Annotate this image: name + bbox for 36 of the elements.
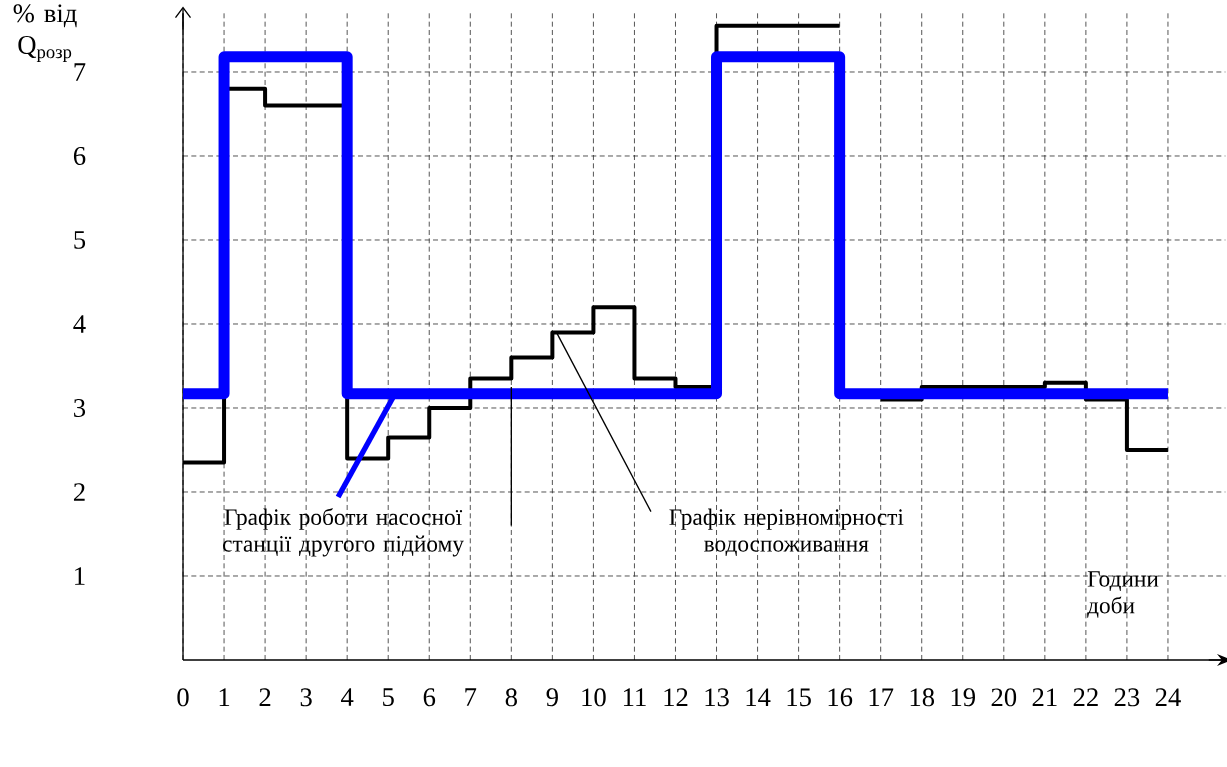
x-tick-label: 16 bbox=[828, 688, 853, 707]
x-tick-label: 24 bbox=[1155, 688, 1181, 706]
x-tick-label: 17 bbox=[869, 688, 894, 706]
x-axis-title: Години доби bbox=[1087, 571, 1159, 618]
x-tick-label: 6 bbox=[423, 688, 436, 707]
x-tick-label: 11 bbox=[623, 688, 646, 706]
x-tick-label: 2 bbox=[259, 688, 271, 706]
y-tick-label: 5 bbox=[74, 231, 86, 249]
x-tick-label: 7 bbox=[465, 688, 477, 706]
y-axis-title: % від Q$_{розр}$ bbox=[13, 4, 77, 63]
x-tick-label: 8 bbox=[505, 688, 517, 707]
x-tick-label: 0 bbox=[177, 688, 189, 707]
x-tick-label: 15 bbox=[787, 688, 811, 707]
y-tick-label: 1 bbox=[75, 567, 85, 585]
x-tick-label: 1 bbox=[219, 688, 230, 706]
y-tick-label: 2 bbox=[73, 483, 85, 501]
x-tick-label: 14 bbox=[746, 688, 771, 706]
x-tick-label: 22 bbox=[1073, 688, 1098, 706]
x-tick-label: 5 bbox=[383, 688, 394, 707]
x-tick-label: 18 bbox=[910, 688, 935, 707]
y-tick-label: 4 bbox=[73, 315, 86, 333]
x-tick-label: 3 bbox=[300, 688, 312, 707]
x-tick-label: 13 bbox=[705, 688, 729, 707]
x-tick-label: 4 bbox=[341, 688, 354, 706]
x-tick-label: 10 bbox=[582, 688, 606, 707]
y-tick-label: 3 bbox=[74, 399, 86, 417]
x-tick-label: 20 bbox=[991, 688, 1017, 707]
x-tick-label: 21 bbox=[1032, 688, 1057, 706]
x-tick-label: 19 bbox=[951, 688, 975, 707]
annotation: Графік нерівномірності водоспоживання bbox=[669, 508, 904, 556]
annotation: Графік роботи насосної станції другого підйому bbox=[223, 508, 464, 557]
y-tick-label: 6 bbox=[73, 147, 86, 165]
x-tick-label: 12 bbox=[664, 688, 688, 706]
y-tick-label: 7 bbox=[74, 63, 86, 81]
x-tick-label: 23 bbox=[1114, 688, 1140, 707]
x-tick-label: 9 bbox=[546, 688, 558, 707]
